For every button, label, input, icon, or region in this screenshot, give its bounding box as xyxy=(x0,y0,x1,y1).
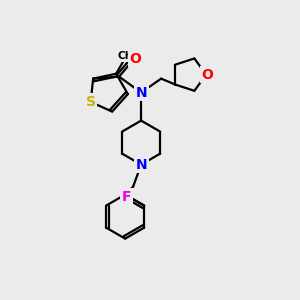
Text: N: N xyxy=(135,158,147,172)
Text: CH₃: CH₃ xyxy=(118,51,139,61)
Text: N: N xyxy=(135,85,147,100)
Text: F: F xyxy=(122,190,131,204)
Text: O: O xyxy=(201,68,213,82)
Text: S: S xyxy=(86,95,96,109)
Text: O: O xyxy=(129,52,141,66)
